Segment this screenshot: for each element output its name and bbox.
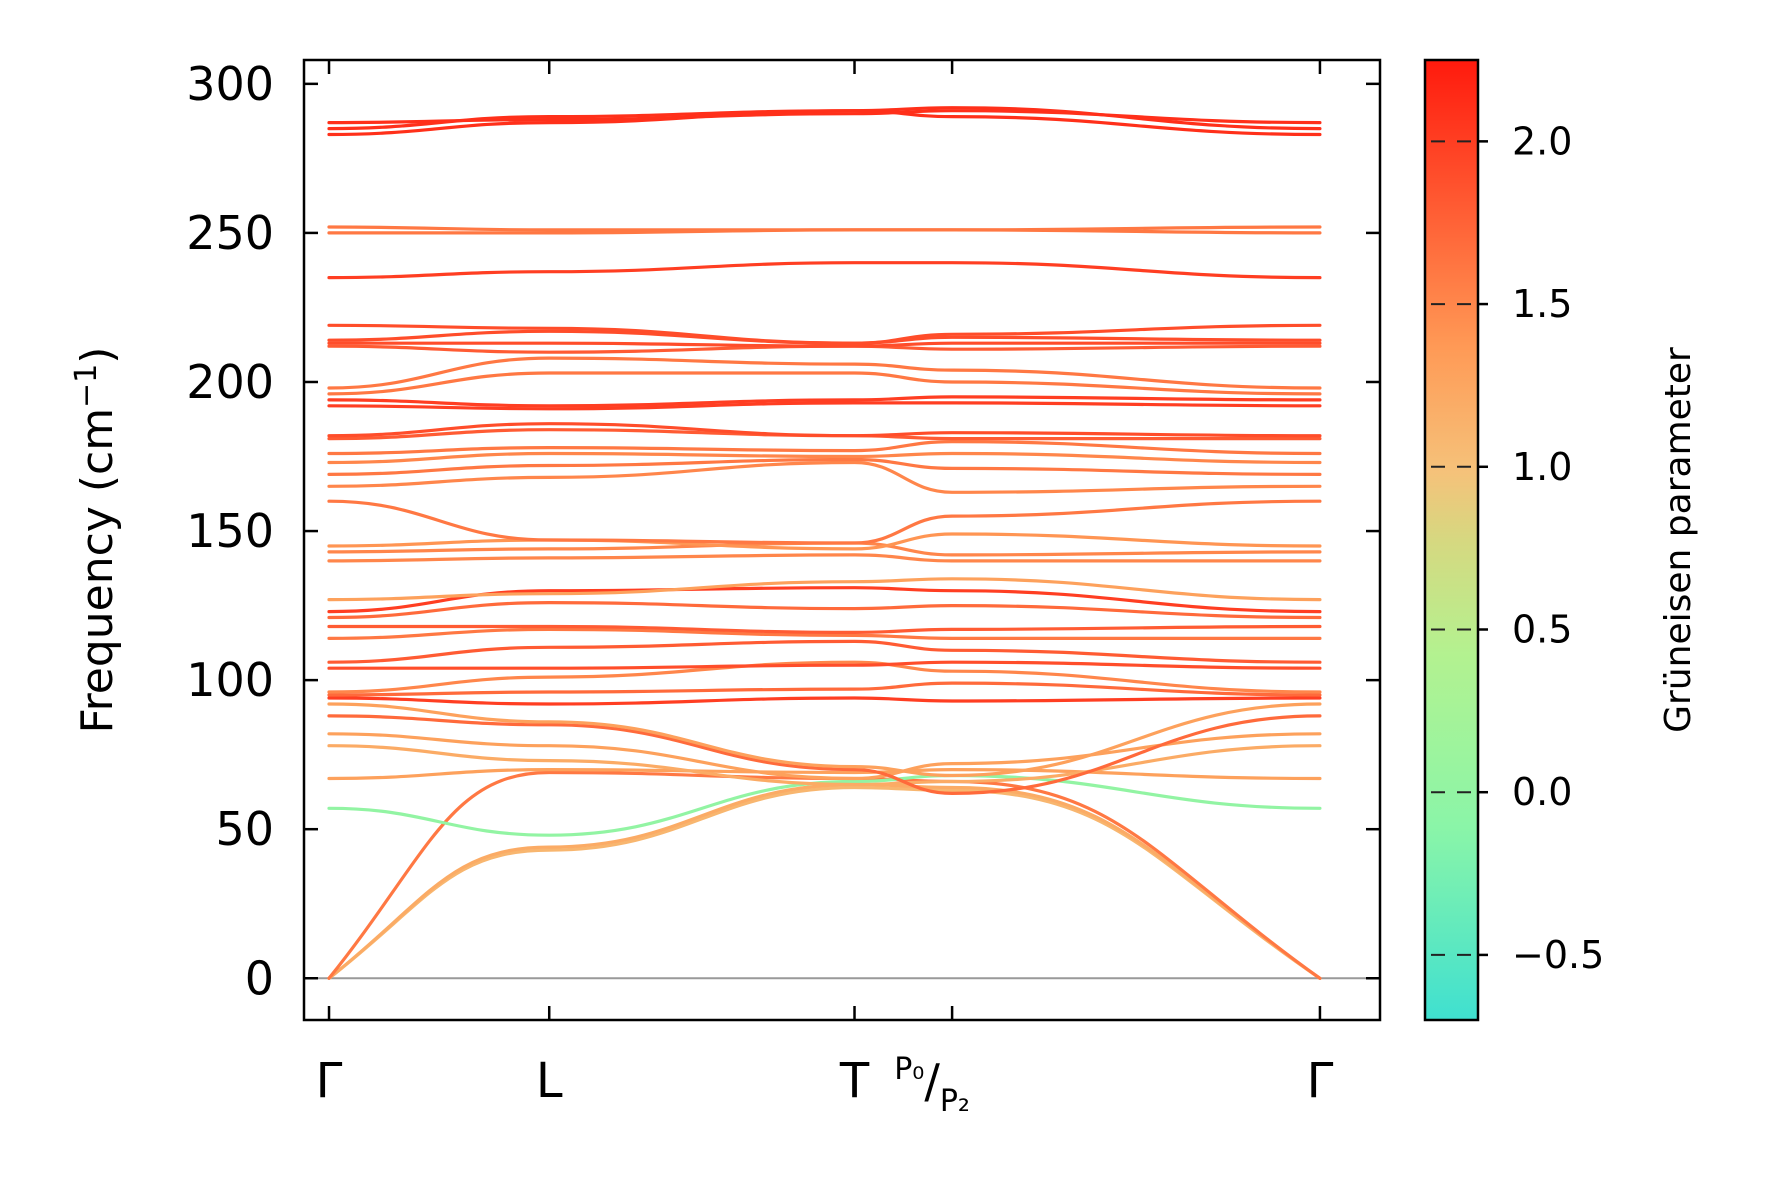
band-line-band-160	[327, 499, 1322, 545]
band-line-band-192	[327, 401, 1322, 411]
phonon-bands	[327, 106, 1322, 980]
band-line-acoustic-1	[327, 785, 1322, 980]
x-tick-label: L	[536, 1053, 563, 1109]
colorbar-tick-label: 0.5	[1512, 607, 1572, 651]
x-tick-label: Γ	[1307, 1053, 1334, 1109]
colorbar-tick-label: 1.5	[1512, 282, 1572, 326]
y-axis-ticks	[304, 82, 1380, 980]
band-line-band-82	[327, 732, 1322, 781]
plot-frame	[302, 58, 1382, 1022]
band-line-band-194	[327, 395, 1322, 408]
band-line-band-252	[327, 225, 1322, 232]
band-line-band-121	[327, 600, 1322, 620]
band-line-band-213	[327, 341, 1322, 348]
colorbar-tick-label: 0.0	[1512, 770, 1572, 814]
band-line-band-235	[327, 261, 1322, 280]
band-line-band-92	[327, 702, 1322, 778]
y-axis-label-exponent: −1	[69, 364, 104, 408]
colorbar-tick-label: 1.0	[1512, 445, 1572, 489]
band-line-band-140	[327, 553, 1322, 563]
x-axis-tick-labels: Γ L T P₀/P₂ Γ	[316, 1052, 1334, 1119]
y-tick-label: 300	[186, 57, 274, 111]
band-line-band-173	[327, 451, 1322, 465]
y-tick-label: 250	[186, 206, 274, 260]
y-axis-label: Frequency (cm−1)	[69, 347, 123, 734]
band-line-band-219	[327, 323, 1322, 345]
band-line-band-196	[327, 371, 1322, 396]
band-line-band-145	[327, 532, 1322, 551]
band-line-band-287	[327, 109, 1322, 125]
band-line-band-198	[327, 356, 1322, 390]
band-line-band-67	[327, 767, 1322, 781]
y-tick-label: 200	[186, 355, 274, 409]
x-axis-ticks	[327, 60, 1322, 1020]
band-line-band-118	[327, 624, 1322, 635]
y-axis-label-text: Frequency (cm	[72, 408, 123, 734]
colorbar-tick-label: −0.5	[1512, 933, 1604, 977]
band-line-band-94	[327, 696, 1322, 706]
band-line-band-106	[327, 639, 1322, 664]
band-line-band-114	[327, 627, 1322, 641]
y-tick-label: 0	[245, 951, 274, 1005]
band-line-band-78	[327, 744, 1322, 787]
y-axis-label-close: )	[72, 347, 123, 364]
y-axis-tick-labels: 0 50 100 150 200 250 300	[186, 57, 274, 1005]
band-line-band-104	[327, 660, 1322, 670]
x-tick-label: Γ	[316, 1053, 343, 1109]
y-tick-label: 150	[186, 504, 274, 558]
band-line-band-88	[327, 714, 1322, 796]
band-line-band-127	[327, 577, 1322, 602]
band-line-band-169	[327, 457, 1322, 476]
x-tick-label-p0-p2: P₀/P₂	[894, 1052, 970, 1119]
y-tick-label: 100	[186, 653, 274, 707]
y-tick-label: 50	[215, 802, 274, 856]
colorbar-label: Grüneisen parameter	[1658, 347, 1699, 733]
plot-area: 0 50 100 150 200 250 300 Γ L T P₀/P₂ Γ	[186, 57, 1382, 1119]
band-line-band-182	[327, 422, 1322, 438]
colorbar-ticks: −0.5 0.0 0.5 1.0 1.5 2.0	[1425, 119, 1604, 977]
colorbar: −0.5 0.0 0.5 1.0 1.5 2.0 Grüneisen parameter	[1423, 58, 1699, 1022]
colorbar-tick-label: 2.0	[1512, 119, 1572, 163]
colorbar-gradient	[1423, 58, 1480, 1022]
band-line-band-96	[327, 660, 1322, 694]
band-line-band-176	[327, 439, 1322, 456]
x-tick-label: T	[839, 1053, 870, 1109]
band-line-band-165	[327, 460, 1322, 494]
band-line-band-95	[327, 681, 1322, 697]
